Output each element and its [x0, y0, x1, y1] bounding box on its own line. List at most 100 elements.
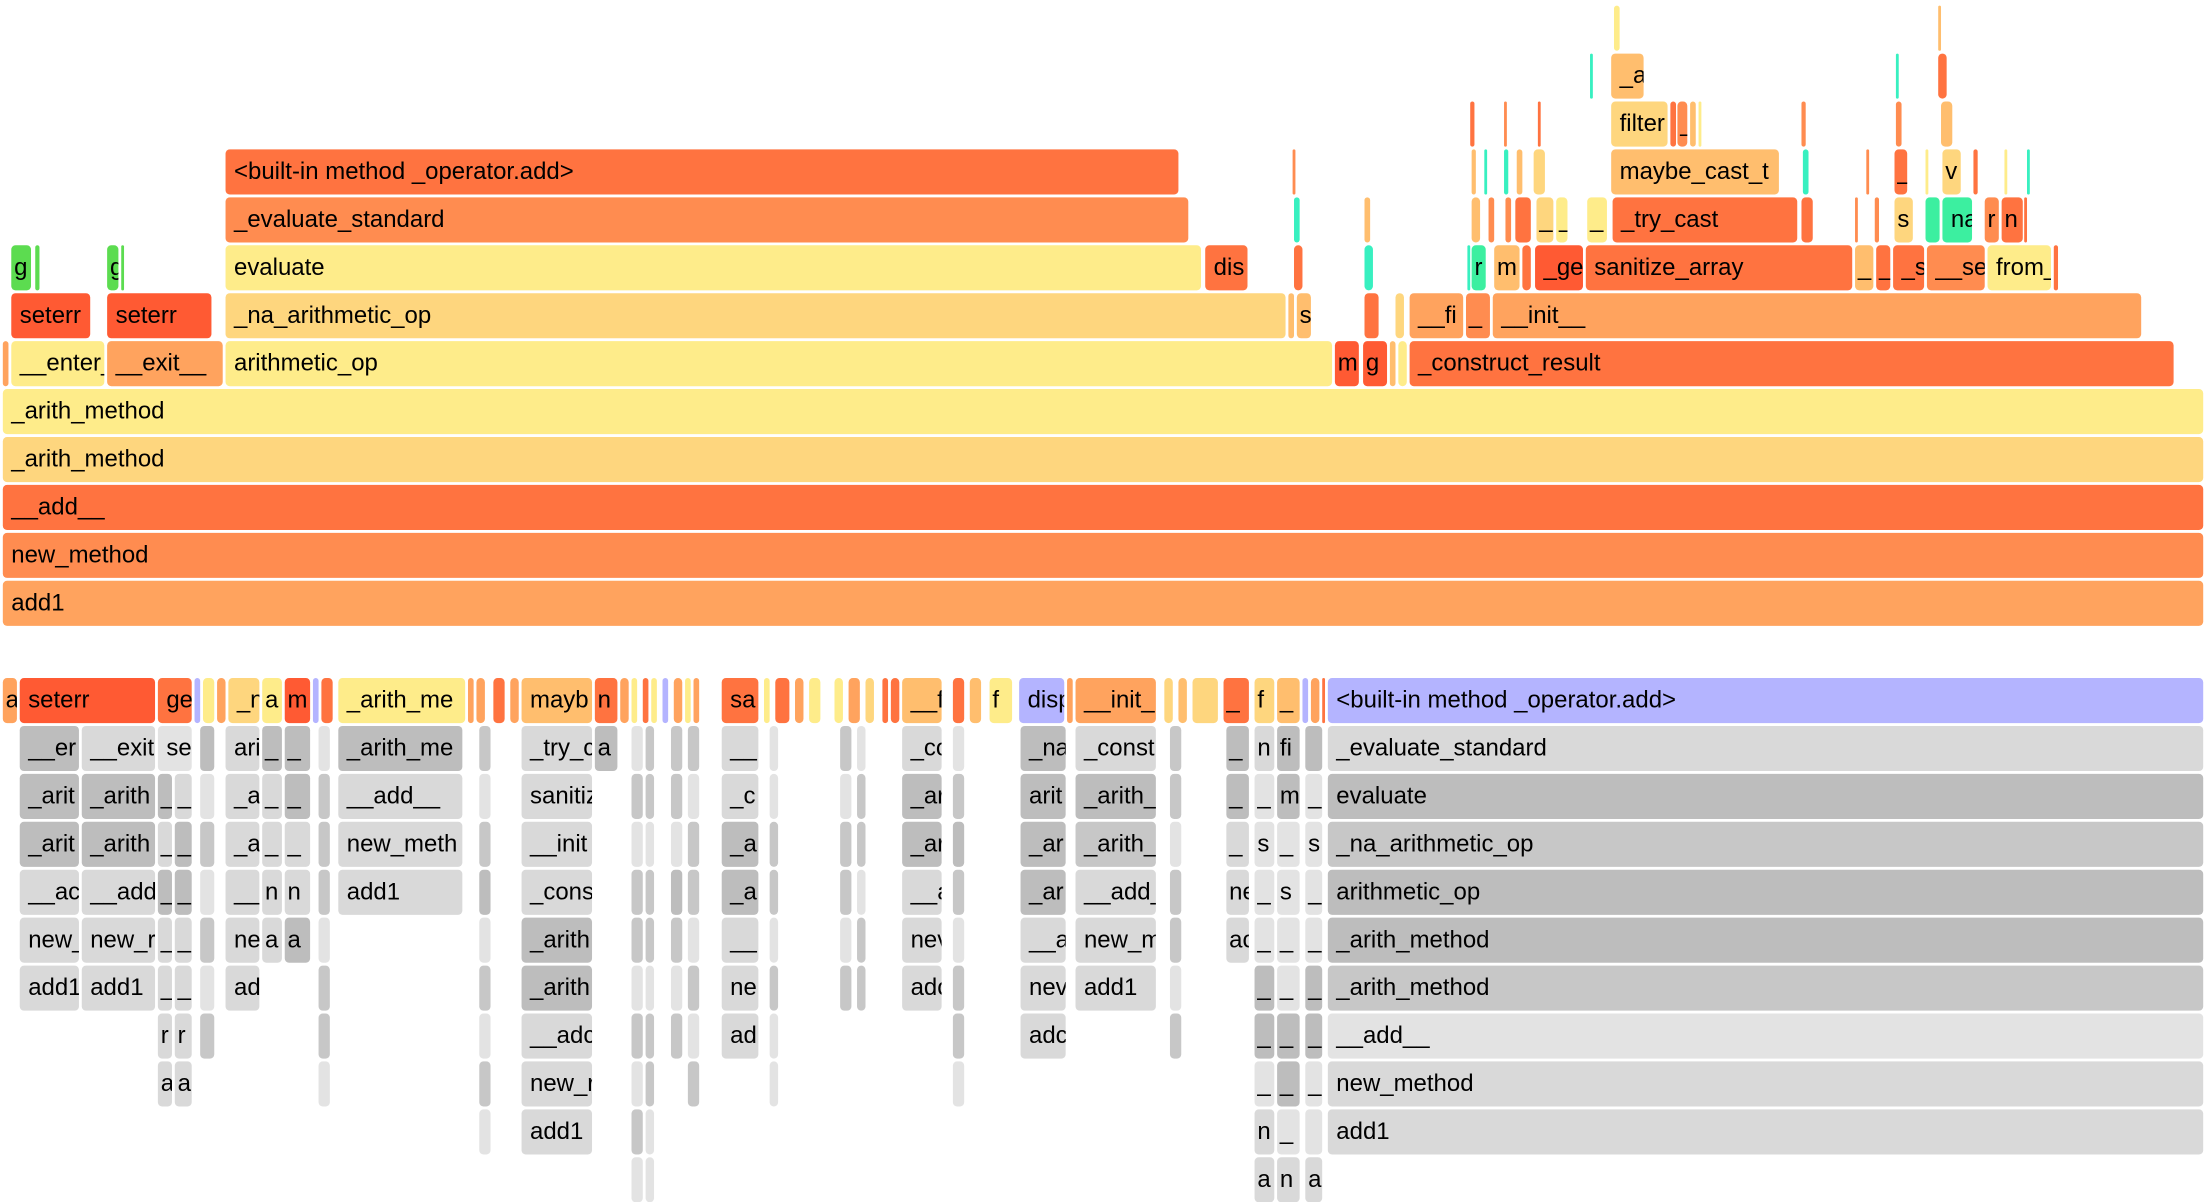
flame-frame[interactable]: a [262, 678, 282, 724]
flame-frame[interactable] [479, 773, 491, 819]
flame-frame[interactable] [769, 869, 779, 915]
flame-frame[interactable] [1533, 149, 1545, 195]
flame-frame[interactable] [645, 821, 655, 867]
flame-frame[interactable]: arithmetic_op [225, 341, 1333, 387]
flame-frame[interactable]: s [1296, 293, 1311, 339]
flame-frame[interactable] [1294, 245, 1303, 291]
flame-frame[interactable]: __exit__ [107, 341, 223, 387]
flame-frame[interactable]: _ [1587, 197, 1607, 243]
flame-frame[interactable] [631, 821, 643, 867]
flame-frame[interactable] [645, 773, 655, 819]
flame-frame[interactable] [865, 678, 874, 724]
flame-frame[interactable] [848, 678, 860, 724]
flame-frame[interactable]: _const [1075, 725, 1156, 772]
flame-frame[interactable] [857, 917, 866, 963]
flame-frame[interactable]: arit [1020, 773, 1066, 819]
flame-frame[interactable] [834, 678, 843, 724]
flame-frame[interactable] [1470, 101, 1475, 147]
flame-frame[interactable] [952, 725, 965, 772]
flame-frame[interactable]: sa [721, 678, 759, 724]
flame-frame[interactable] [1294, 197, 1300, 243]
flame-frame[interactable]: _ [1277, 1109, 1300, 1155]
flame-frame[interactable] [318, 917, 330, 963]
flame-frame[interactable]: _ar [1020, 869, 1066, 915]
flame-frame[interactable]: __ [721, 917, 759, 963]
flame-frame[interactable] [687, 869, 700, 915]
flame-frame[interactable] [1670, 101, 1677, 147]
flame-frame[interactable]: ne [225, 917, 260, 963]
flame-frame[interactable] [840, 773, 852, 819]
flame-frame[interactable] [890, 678, 900, 724]
flame-frame[interactable] [200, 725, 215, 772]
flame-frame[interactable] [1164, 678, 1173, 724]
flame-frame[interactable] [1590, 53, 1593, 99]
flame-frame[interactable]: _ [157, 917, 172, 963]
flame-frame[interactable] [1504, 149, 1509, 195]
flame-frame[interactable]: evaluate [1327, 773, 2204, 819]
flame-frame[interactable]: m [1277, 773, 1300, 819]
flame-frame[interactable]: nev [1020, 965, 1066, 1011]
flame-frame[interactable] [479, 1061, 491, 1107]
flame-frame[interactable] [479, 821, 491, 867]
flame-frame[interactable] [645, 869, 655, 915]
flame-frame[interactable] [1288, 293, 1295, 339]
flame-frame[interactable]: _ [1277, 917, 1300, 963]
flame-frame[interactable]: _ [174, 773, 192, 819]
flame-frame[interactable] [1305, 1109, 1323, 1155]
flame-frame[interactable]: r [157, 1013, 172, 1059]
flame-frame[interactable]: add1 [521, 1109, 593, 1155]
flame-frame[interactable]: a [1254, 1157, 1275, 1202]
flame-frame[interactable] [2024, 197, 2028, 243]
flame-frame[interactable] [1504, 101, 1507, 147]
flame-frame[interactable]: nev [902, 917, 942, 963]
flame-frame[interactable]: g [11, 245, 32, 291]
flame-frame[interactable]: n [1277, 1157, 1300, 1202]
flame-frame[interactable] [840, 869, 852, 915]
flame-frame[interactable]: s [1305, 821, 1323, 867]
flame-frame[interactable] [651, 678, 657, 724]
flame-frame[interactable]: _ [157, 773, 172, 819]
flame-frame[interactable]: a [174, 1061, 192, 1107]
flame-frame[interactable]: __add__ [338, 773, 463, 819]
flame-frame[interactable]: _co [902, 725, 942, 772]
flame-frame[interactable]: m [1494, 245, 1520, 291]
flame-frame[interactable]: __add [81, 869, 156, 915]
flame-frame[interactable]: _ [174, 869, 192, 915]
flame-frame[interactable] [670, 821, 683, 867]
flame-frame[interactable] [1537, 101, 1541, 147]
flame-frame[interactable]: ad [721, 1013, 759, 1059]
flame-frame[interactable]: sanitiz [521, 773, 593, 819]
flame-frame[interactable] [769, 965, 779, 1011]
flame-frame[interactable] [1938, 5, 1942, 51]
flame-frame[interactable] [952, 1013, 965, 1059]
flame-frame[interactable] [687, 965, 700, 1011]
flame-frame[interactable]: _na_arithmetic_op [1327, 821, 2204, 867]
flame-frame[interactable] [631, 917, 643, 963]
flame-frame[interactable]: n [1254, 1109, 1275, 1155]
flame-frame[interactable]: _c [721, 773, 759, 819]
flame-frame[interactable]: na [1942, 197, 1973, 243]
flame-frame[interactable] [882, 678, 889, 724]
flame-frame[interactable]: n [1254, 725, 1275, 772]
flame-frame[interactable] [194, 678, 201, 724]
flame-frame[interactable]: _arith_ [1075, 773, 1156, 819]
flame-frame[interactable] [685, 678, 691, 724]
flame-frame[interactable] [200, 821, 215, 867]
flame-frame[interactable] [795, 678, 804, 724]
flame-frame[interactable] [202, 678, 215, 724]
flame-frame[interactable]: s [1254, 821, 1275, 867]
flame-frame[interactable]: mayb [521, 678, 593, 724]
flame-frame[interactable]: _ [1305, 1013, 1323, 1059]
flame-frame[interactable]: n [284, 869, 311, 915]
flame-frame[interactable] [673, 678, 683, 724]
flame-frame[interactable] [479, 917, 491, 963]
flame-frame[interactable] [645, 1061, 655, 1107]
flame-frame[interactable]: new_m [1075, 917, 1156, 963]
flame-frame[interactable]: _arith [81, 773, 156, 819]
flame-frame[interactable]: ne [721, 965, 759, 1011]
flame-frame[interactable]: s [1894, 197, 1913, 243]
flame-frame[interactable]: ge [157, 678, 192, 724]
flame-frame[interactable] [1895, 53, 1899, 99]
flame-frame[interactable]: a [157, 1061, 172, 1107]
flame-frame[interactable] [217, 678, 226, 724]
